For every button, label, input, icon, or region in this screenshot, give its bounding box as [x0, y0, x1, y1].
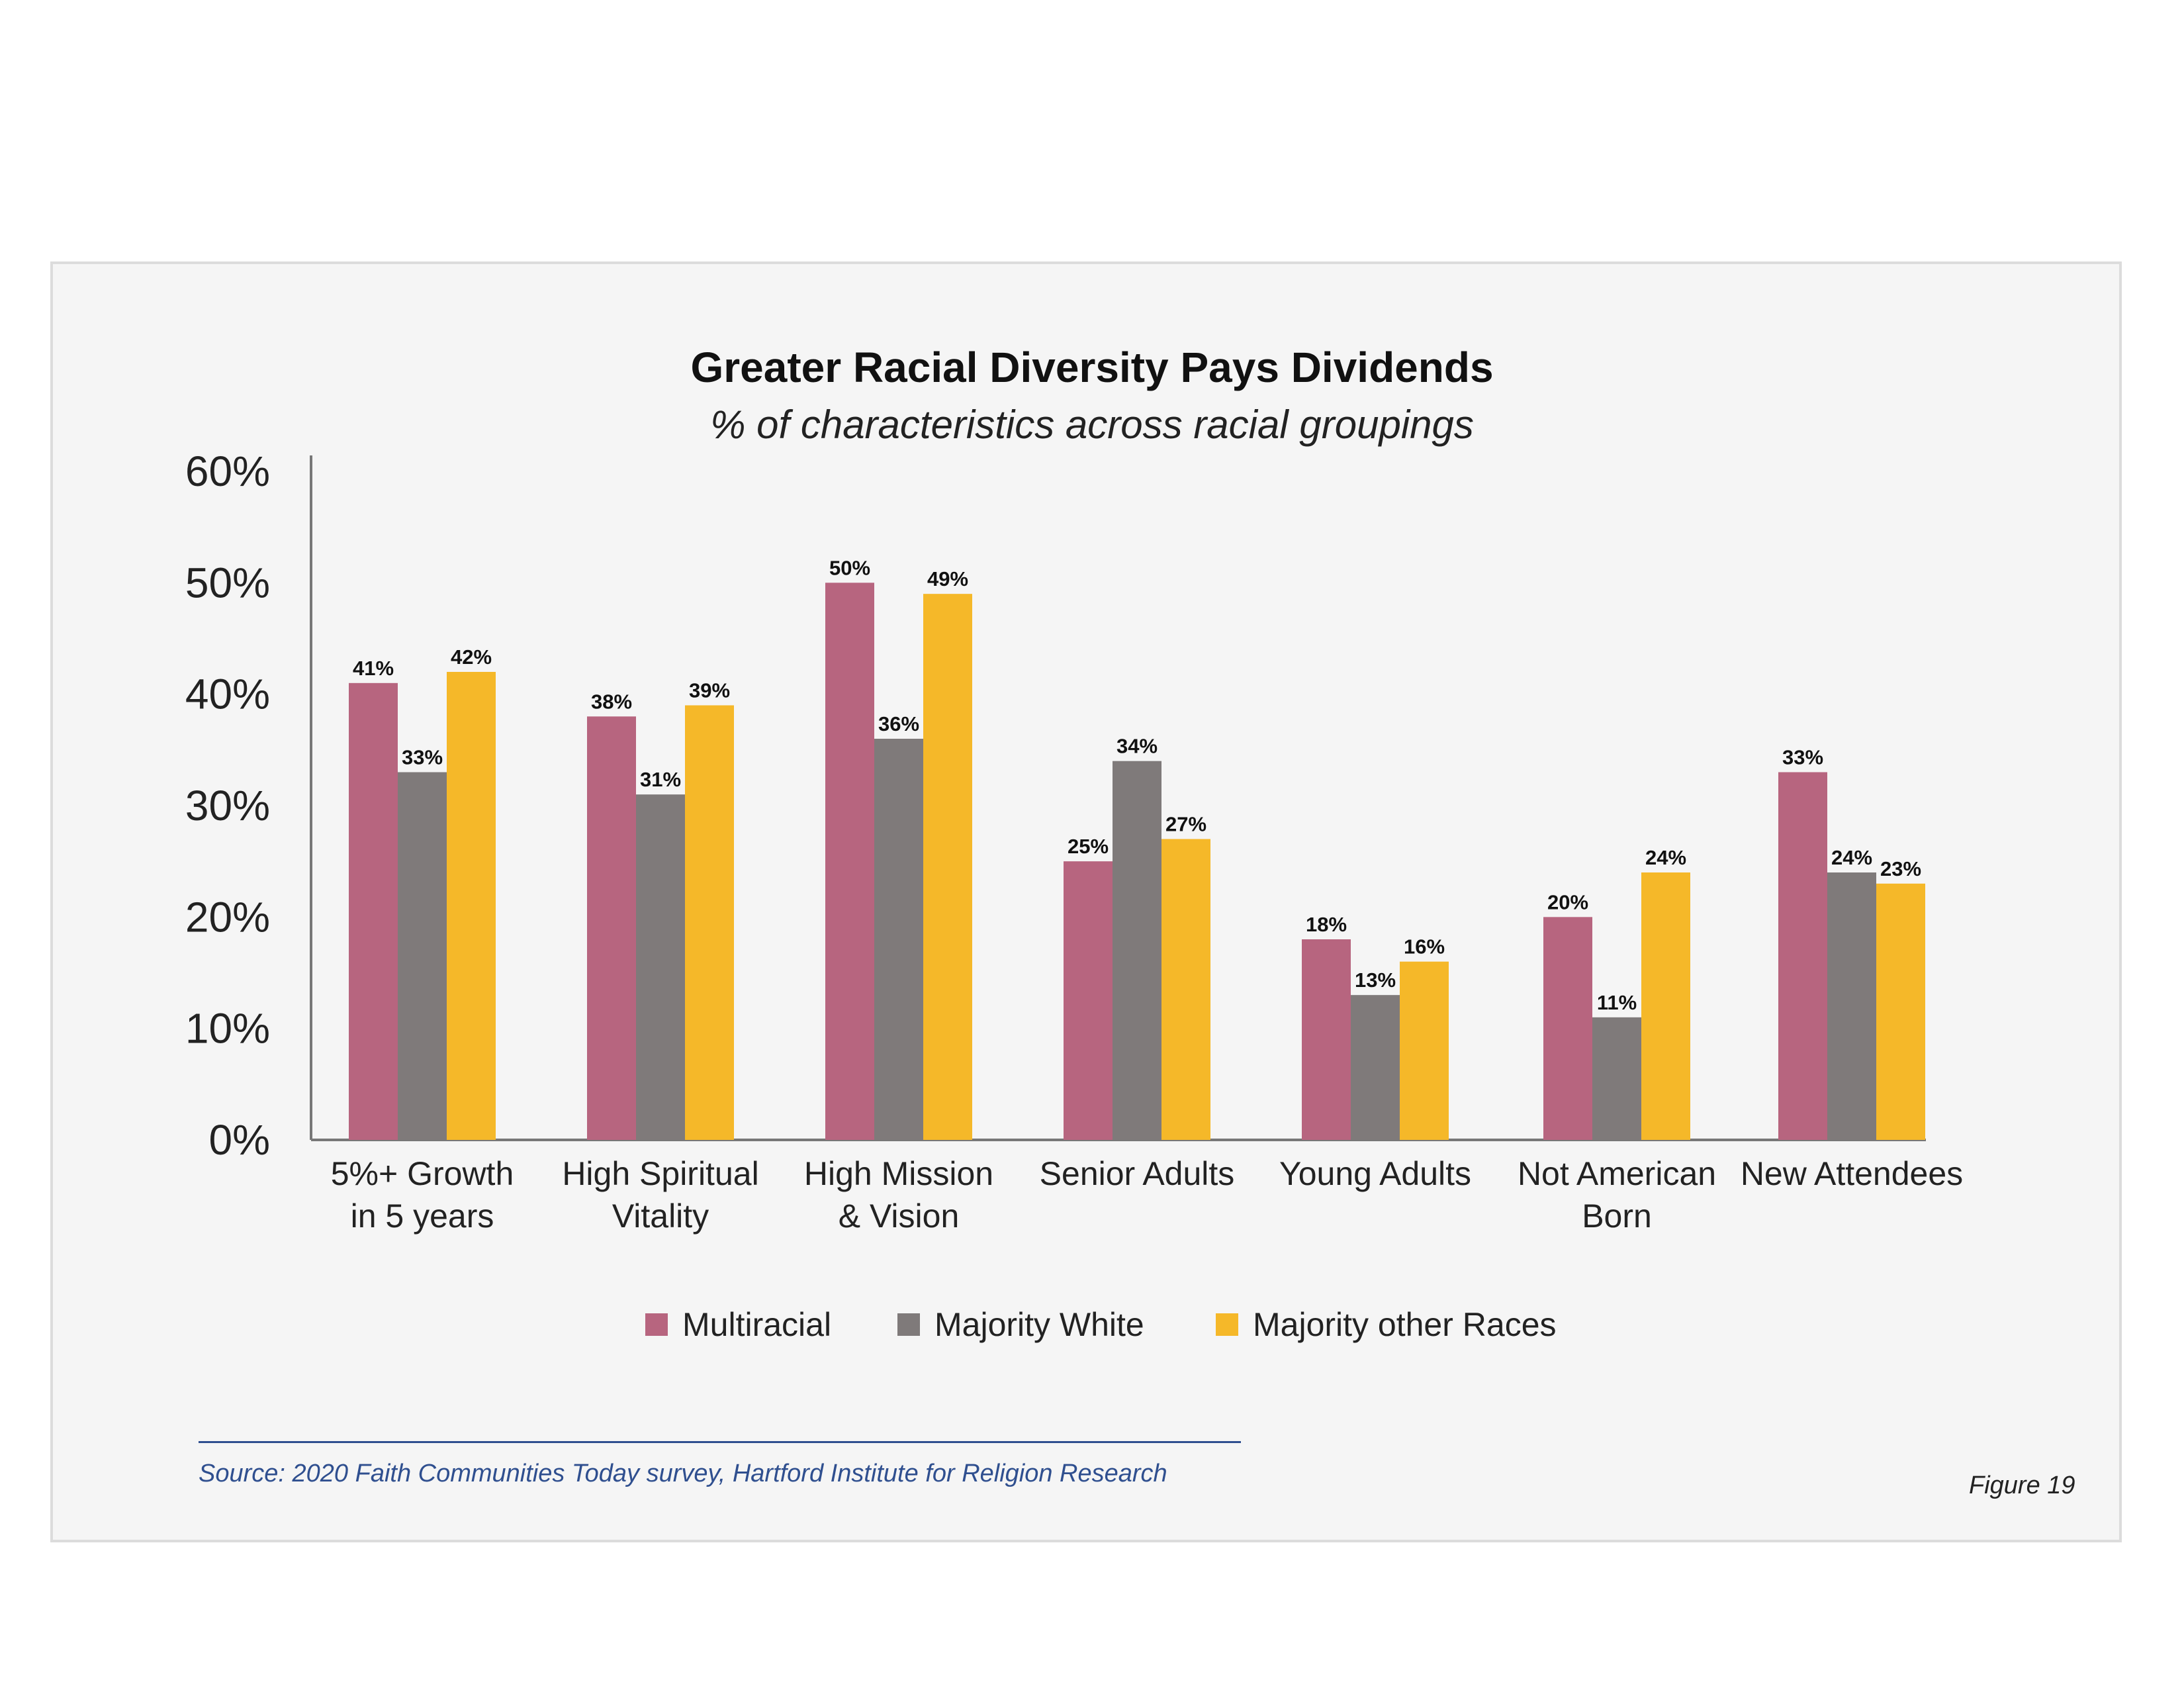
y-tick-label: 50% — [185, 559, 270, 606]
bar — [1161, 839, 1210, 1140]
bar — [1641, 872, 1690, 1140]
data-label: 20% — [1547, 890, 1588, 914]
data-label: 11% — [1597, 991, 1637, 1014]
x-tick-label: & Vision — [839, 1197, 960, 1235]
data-label: 38% — [591, 690, 632, 713]
legend-label: Multiracial — [682, 1306, 831, 1343]
chart-subtitle: % of characteristics across racial group… — [710, 402, 1474, 447]
data-label: 50% — [829, 556, 870, 579]
data-label: 16% — [1404, 935, 1445, 959]
x-tick-label: 5%+ Growth — [331, 1155, 514, 1192]
data-labels: 41% 38% 50% 25% 18% 20% 33% 33% 31% 36% 34% 13% 11% 2… — [353, 556, 1921, 1014]
bar — [636, 794, 685, 1140]
bar — [1302, 939, 1351, 1140]
bar — [685, 705, 734, 1140]
x-tick-label: Young Adults — [1279, 1155, 1471, 1192]
x-tick-label: High Mission — [804, 1155, 993, 1192]
bar — [1351, 995, 1400, 1140]
axes: 0% 10% 20% 30% 40% 50% 60% — [185, 447, 1926, 1164]
bar — [349, 682, 398, 1140]
y-tick-label: 10% — [185, 1005, 270, 1053]
y-tick-label: 40% — [185, 671, 270, 718]
data-label: 13% — [1355, 968, 1396, 992]
source-note: Source: 2020 Faith Communities Today sur… — [199, 1460, 1167, 1487]
bar — [1400, 961, 1449, 1140]
bar — [398, 772, 447, 1140]
bar — [447, 672, 496, 1140]
bars — [349, 583, 1925, 1140]
source-divider — [199, 1441, 1241, 1443]
data-label: 24% — [1645, 846, 1686, 869]
data-label: 25% — [1068, 835, 1109, 858]
figure-number: Figure 19 — [1969, 1472, 2075, 1499]
data-label: 41% — [353, 657, 394, 680]
data-label: 36% — [878, 712, 919, 735]
x-axis-labels: 5%+ Growth in 5 years High Spiritual Vitali… — [331, 1155, 1963, 1235]
x-tick-label: Born — [1582, 1197, 1652, 1235]
bar — [1778, 772, 1827, 1140]
data-label: 49% — [927, 567, 968, 590]
bar — [874, 739, 923, 1140]
legend-swatch — [1216, 1313, 1238, 1336]
x-tick-label: Senior Adults — [1040, 1155, 1235, 1192]
data-label: 42% — [451, 645, 492, 669]
legend: Multiracial Majority White Majority other … — [645, 1306, 1557, 1343]
data-label: 34% — [1116, 735, 1158, 758]
legend-label: Majority other Races — [1253, 1306, 1557, 1343]
data-label: 27% — [1165, 813, 1206, 836]
bar — [1064, 861, 1113, 1140]
data-label: 33% — [402, 746, 443, 769]
bar — [587, 716, 636, 1140]
bar — [923, 594, 972, 1140]
x-tick-label: Not American — [1518, 1155, 1716, 1192]
x-tick-label: in 5 years — [351, 1197, 494, 1235]
legend-swatch — [645, 1313, 668, 1336]
y-tick-label: 0% — [209, 1116, 271, 1164]
x-tick-label: High Spiritual — [562, 1155, 758, 1192]
bar — [1827, 872, 1876, 1140]
bar — [1876, 883, 1925, 1140]
data-label: 39% — [689, 679, 730, 702]
data-label: 18% — [1306, 913, 1347, 936]
y-tick-label: 20% — [185, 893, 270, 941]
bar — [1543, 917, 1592, 1140]
x-tick-label: New Attendees — [1741, 1155, 1963, 1192]
y-tick-label: 60% — [185, 447, 270, 495]
chart-title: Greater Racial Diversity Pays Dividends — [690, 344, 1493, 391]
y-tick-label: 30% — [185, 782, 270, 829]
x-tick-label: Vitality — [612, 1197, 709, 1235]
bar — [825, 583, 874, 1140]
data-label: 24% — [1831, 846, 1872, 869]
bar — [1113, 761, 1161, 1140]
data-label: 23% — [1880, 857, 1921, 880]
bar — [1592, 1017, 1641, 1140]
data-label: 33% — [1782, 746, 1823, 769]
legend-label: Majority White — [934, 1306, 1144, 1343]
data-label: 31% — [640, 768, 681, 791]
legend-swatch — [897, 1313, 920, 1336]
